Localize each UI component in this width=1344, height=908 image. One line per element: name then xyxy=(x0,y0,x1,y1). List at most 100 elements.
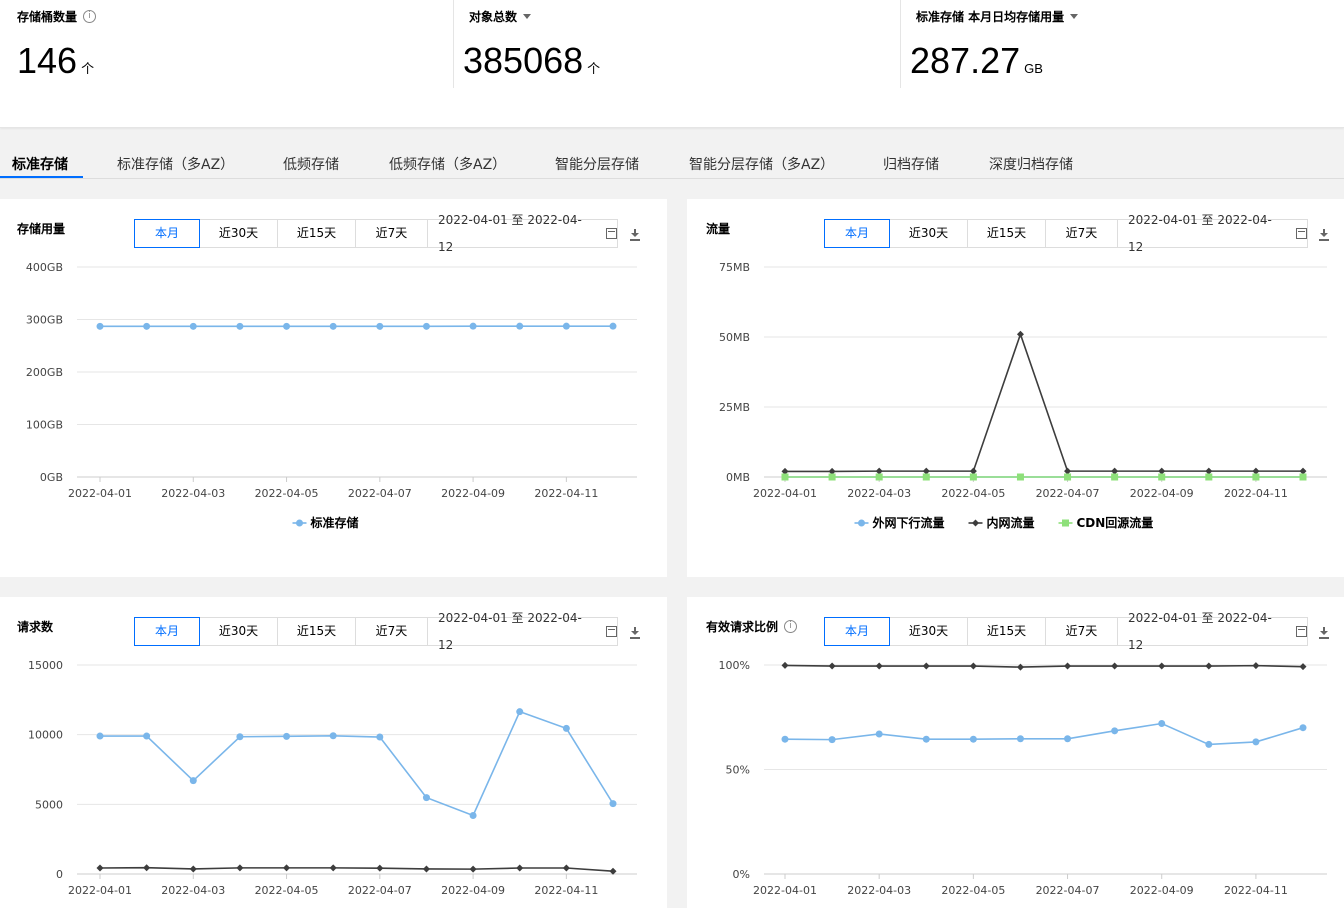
data-point[interactable] xyxy=(1205,740,1213,748)
data-point[interactable] xyxy=(1299,663,1307,671)
data-point[interactable] xyxy=(1111,467,1119,475)
data-point[interactable] xyxy=(875,730,883,738)
range-button-this-month[interactable]: 本月 xyxy=(134,219,200,248)
range-button-this-month[interactable]: 本月 xyxy=(824,617,890,646)
data-point[interactable] xyxy=(1016,473,1024,481)
data-point[interactable] xyxy=(1064,473,1072,481)
data-point[interactable] xyxy=(828,467,836,475)
range-button-7-days[interactable]: 近7天 xyxy=(1046,618,1118,645)
data-point[interactable] xyxy=(283,732,291,740)
tab-intelligent-tiering[interactable]: 智能分层存储 xyxy=(555,157,639,173)
data-point[interactable] xyxy=(1111,473,1119,481)
legend-item[interactable]: 标准存储 xyxy=(292,515,359,530)
data-point[interactable] xyxy=(469,865,477,873)
data-point[interactable] xyxy=(236,733,244,741)
data-point[interactable] xyxy=(781,467,789,475)
data-point[interactable] xyxy=(1252,473,1260,481)
data-point[interactable] xyxy=(143,732,151,740)
tab-standard[interactable]: 标准存储 xyxy=(12,157,68,173)
data-point[interactable] xyxy=(969,467,977,475)
data-point[interactable] xyxy=(1252,467,1260,475)
data-point[interactable] xyxy=(283,322,291,330)
data-point[interactable] xyxy=(875,473,883,481)
date-range-picker[interactable]: 2022-04-01 至 2022-04-12 xyxy=(1118,213,1307,254)
data-point[interactable] xyxy=(516,864,524,872)
data-point[interactable] xyxy=(1158,720,1166,728)
stat-dropdown[interactable]: 标准存储 本月日均存储用量 xyxy=(916,8,1079,25)
legend-item[interactable]: CDN回源流量 xyxy=(1058,515,1154,530)
legend-item[interactable]: 外网下行流量 xyxy=(854,515,945,530)
data-point[interactable] xyxy=(1064,662,1072,670)
chevron-down-icon[interactable] xyxy=(523,14,532,19)
data-point[interactable] xyxy=(562,322,570,330)
range-button-15-days[interactable]: 近15天 xyxy=(278,618,356,645)
data-point[interactable] xyxy=(1205,473,1213,481)
tab-deep-archive[interactable]: 深度归档存储 xyxy=(989,157,1073,173)
data-point[interactable] xyxy=(329,864,337,872)
tab-infrequent-multi-az[interactable]: 低频存储（多AZ） xyxy=(389,157,507,173)
range-button-this-month[interactable]: 本月 xyxy=(824,219,890,248)
data-point[interactable] xyxy=(469,811,477,819)
date-range-picker[interactable]: 2022-04-01 至 2022-04-12 xyxy=(428,213,617,254)
data-point[interactable] xyxy=(781,735,789,743)
data-point[interactable] xyxy=(828,736,836,744)
data-point[interactable] xyxy=(329,732,337,740)
tab-standard-multi-az[interactable]: 标准存储（多AZ） xyxy=(117,157,235,173)
info-icon[interactable]: i xyxy=(83,10,97,23)
data-point[interactable] xyxy=(922,473,930,481)
date-range-picker[interactable]: 2022-04-01 至 2022-04-12 xyxy=(1118,611,1307,652)
range-button-15-days[interactable]: 近15天 xyxy=(968,618,1046,645)
data-point[interactable] xyxy=(376,322,384,330)
data-point[interactable] xyxy=(1299,467,1307,475)
download-icon[interactable] xyxy=(1318,625,1330,639)
data-point[interactable] xyxy=(1016,735,1024,743)
data-point[interactable] xyxy=(189,777,197,785)
data-point[interactable] xyxy=(96,864,104,872)
data-point[interactable] xyxy=(1205,467,1213,475)
info-icon[interactable]: i xyxy=(784,620,798,633)
data-point[interactable] xyxy=(1111,662,1119,670)
data-point[interactable] xyxy=(1252,738,1260,746)
range-button-7-days[interactable]: 近7天 xyxy=(356,220,428,247)
data-point[interactable] xyxy=(1064,467,1072,475)
date-range-picker[interactable]: 2022-04-01 至 2022-04-12 xyxy=(428,611,617,652)
data-point[interactable] xyxy=(609,867,617,875)
stat-dropdown[interactable]: 对象总数 xyxy=(469,8,532,25)
data-point[interactable] xyxy=(422,794,430,802)
data-point[interactable] xyxy=(828,473,836,481)
data-point[interactable] xyxy=(781,661,789,669)
data-point[interactable] xyxy=(922,735,930,743)
range-button-7-days[interactable]: 近7天 xyxy=(1046,220,1118,247)
data-point[interactable] xyxy=(422,865,430,873)
range-button-30-days[interactable]: 近30天 xyxy=(890,220,968,247)
data-point[interactable] xyxy=(1205,662,1213,670)
legend-item[interactable]: 内网流量 xyxy=(968,515,1035,530)
data-point[interactable] xyxy=(562,864,570,872)
range-button-15-days[interactable]: 近15天 xyxy=(278,220,356,247)
data-point[interactable] xyxy=(376,864,384,872)
download-icon[interactable] xyxy=(629,227,641,241)
tab-infrequent[interactable]: 低频存储 xyxy=(283,157,339,173)
data-point[interactable] xyxy=(1158,473,1166,481)
data-point[interactable] xyxy=(1299,724,1307,732)
data-point[interactable] xyxy=(609,322,617,330)
data-point[interactable] xyxy=(189,865,197,873)
data-point[interactable] xyxy=(1111,727,1119,735)
data-point[interactable] xyxy=(969,662,977,670)
data-point[interactable] xyxy=(781,473,789,481)
data-point[interactable] xyxy=(236,322,244,330)
range-button-this-month[interactable]: 本月 xyxy=(134,617,200,646)
data-point[interactable] xyxy=(1016,330,1024,338)
data-point[interactable] xyxy=(1158,662,1166,670)
tab-archive[interactable]: 归档存储 xyxy=(883,157,939,173)
range-button-7-days[interactable]: 近7天 xyxy=(356,618,428,645)
data-point[interactable] xyxy=(922,467,930,475)
data-point[interactable] xyxy=(562,724,570,732)
data-point[interactable] xyxy=(1158,467,1166,475)
download-icon[interactable] xyxy=(1318,227,1330,241)
data-point[interactable] xyxy=(969,473,977,481)
data-point[interactable] xyxy=(609,800,617,808)
data-point[interactable] xyxy=(422,322,430,330)
data-point[interactable] xyxy=(516,322,524,330)
data-point[interactable] xyxy=(96,732,104,740)
